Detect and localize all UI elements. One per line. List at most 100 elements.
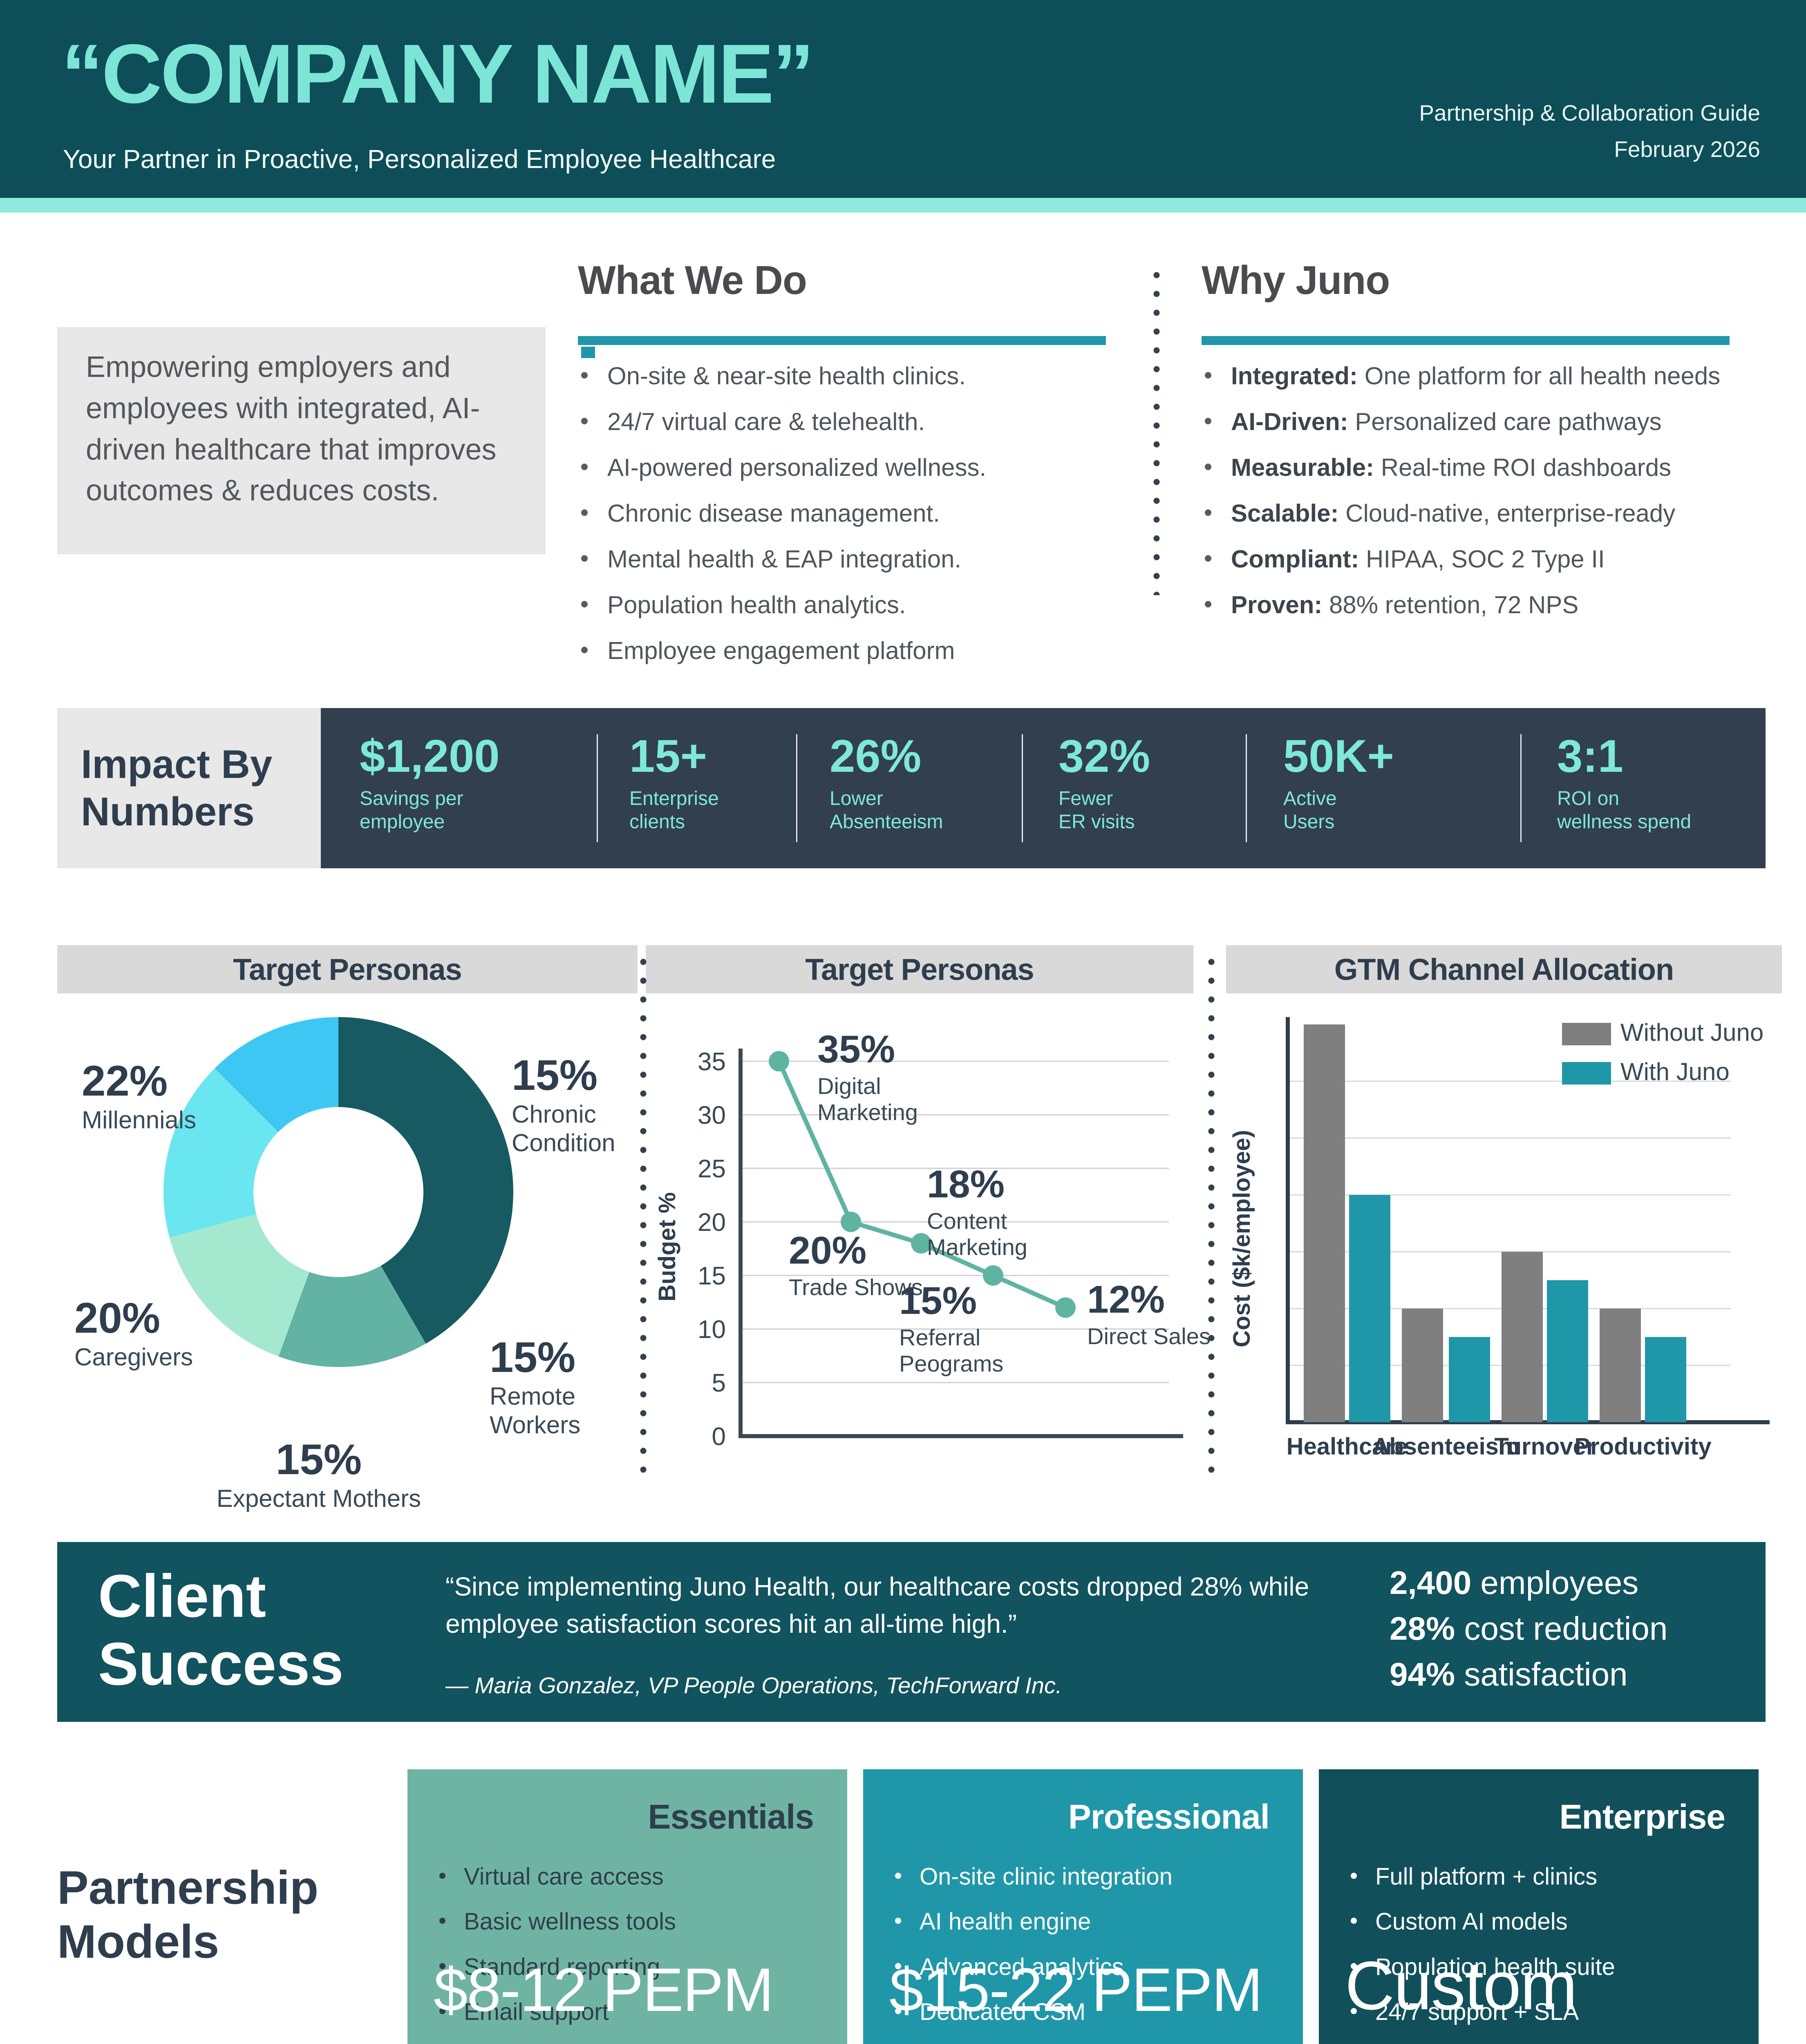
client-quote: “Since implementing Juno Health, our hea…	[445, 1572, 1309, 1638]
budget-line-chart: 0 5 10 15 20 25 30 35 Budget % 35% Digital Marketi…	[646, 993, 1211, 1488]
svg-text:25: 25	[698, 1155, 726, 1183]
svg-text:35: 35	[698, 1048, 726, 1076]
impact-stat: $1,200 Savings per employee	[360, 733, 500, 834]
list-item: 24/7 support + SLA	[1348, 1998, 1742, 2026]
stat-divider	[796, 734, 797, 842]
card-price: $8-12 PEPM	[434, 1955, 774, 2024]
stat-label: Savings per employee	[360, 788, 463, 833]
donut-slice-label: 15% Chronic Condition	[512, 1054, 651, 1157]
card-title: Enterprise	[1559, 1797, 1726, 1836]
list-item-lead: Scalable:	[1231, 500, 1339, 527]
card-title: Essentials	[648, 1797, 814, 1836]
point-annotation: 18% Content Marketing	[927, 1165, 1062, 1261]
donut-slice-label: 22% Millennials	[82, 1060, 221, 1134]
list-item: Basic wellness tools	[437, 1908, 831, 1936]
point-annotation: 15% Referral Peograms	[899, 1282, 1026, 1377]
why-juno-list: Integrated: One platform for all health …	[1202, 361, 1798, 636]
what-we-do-list: On-site & near-site health clinics. 24/7 …	[578, 361, 1126, 682]
list-item: Population health suite	[1348, 1953, 1742, 1981]
header-accent-strip	[0, 198, 1806, 213]
list-item: Integrated: One platform for all health …	[1202, 361, 1798, 391]
list-item: Full platform + clinics	[1348, 1863, 1742, 1891]
list-item: On-site clinic integration	[893, 1863, 1287, 1891]
stat-label: Active Users	[1283, 788, 1337, 833]
point-percent: 12%	[1087, 1278, 1165, 1321]
impact-by-numbers-label: Impact By Numbers	[57, 708, 321, 868]
client-stats: 2,400 employees 28% cost reduction 94% sat…	[1390, 1565, 1667, 1702]
donut-graphic	[163, 1017, 513, 1367]
slice-percent: 20%	[74, 1294, 161, 1342]
impact-stats-band: $1,200 Savings per employee 15+ Enterprise …	[321, 708, 1766, 868]
stat-value: 50K+	[1283, 731, 1394, 782]
list-item: Proven: 88% retention, 72 NPS	[1202, 590, 1798, 620]
svg-text:Productivity: Productivity	[1574, 1433, 1711, 1460]
dotted-divider	[640, 953, 647, 1484]
impact-stat: 15+ Enterprise clients	[629, 733, 719, 834]
card-price: Custom	[1345, 1947, 1578, 2024]
impact-stat: 26% Lower Absenteeism	[830, 733, 943, 834]
stat-value: $1,200	[360, 731, 500, 782]
list-item: Standard reporting	[437, 1953, 831, 1981]
stat-label: Fewer ER visits	[1059, 788, 1135, 833]
stat-label: Enterprise clients	[629, 788, 719, 833]
stat-value: 15+	[629, 731, 707, 782]
dotted-divider	[1208, 953, 1215, 1484]
point-name: Direct Sales	[1087, 1323, 1211, 1349]
slice-percent: 22%	[82, 1057, 168, 1105]
point-annotation: 35% Digital Marketing	[817, 1030, 956, 1126]
target-personas-donut-chart: 15% Chronic Condition 15% Remote Workers 15%…	[57, 993, 638, 1512]
list-item: 24/7 virtual care & telehealth.	[578, 407, 1126, 437]
why-juno-rule	[1202, 336, 1730, 345]
svg-text:20: 20	[698, 1208, 726, 1237]
stat-value: 3:1	[1557, 731, 1623, 782]
svg-text:30: 30	[698, 1101, 726, 1130]
card-feature-list: Full platform + clinics Custom AI models P…	[1319, 1837, 1759, 2026]
list-item-lead: AI-Driven:	[1231, 408, 1348, 435]
point-name: Content Marketing	[927, 1208, 1027, 1260]
svg-text:Without Juno: Without Juno	[1620, 1019, 1763, 1046]
client-stat: 28% cost reduction	[1390, 1610, 1668, 1647]
pricing-card-essentials: Essentials Virtual care access Basic welln…	[407, 1769, 847, 2044]
stat-divider	[597, 734, 598, 842]
impact-heading: Impact By Numbers	[81, 742, 273, 834]
list-item: Scalable: Cloud-native, enterprise-ready	[1202, 499, 1798, 528]
slice-name: Remote Workers	[490, 1383, 581, 1439]
list-item: AI health engine	[893, 1908, 1287, 1936]
mission-statement-text: Empowering employers and employees with …	[86, 351, 497, 507]
svg-text:Budget %: Budget %	[654, 1192, 680, 1301]
doc-title: Partnership & Collaboration Guide	[1419, 100, 1760, 126]
svg-text:Cost ($k/employee): Cost ($k/employee)	[1229, 1130, 1255, 1347]
client-quote-attribution: — Maria Gonzalez, VP People Operations, …	[445, 1672, 1062, 1698]
slice-percent: 15%	[275, 1436, 362, 1484]
list-item: Compliant: HIPAA, SOC 2 Type II	[1202, 545, 1798, 574]
impact-stat: 32% Fewer ER visits	[1059, 733, 1150, 834]
line-chart-title: Target Personas	[646, 945, 1193, 993]
why-juno-heading: Why Juno	[1202, 258, 1390, 303]
impact-stat: 50K+ Active Users	[1283, 733, 1394, 834]
svg-text:With Juno: With Juno	[1620, 1058, 1730, 1085]
point-name: Digital Marketing	[817, 1073, 918, 1125]
impact-stat: 3:1 ROI on wellness spend	[1557, 733, 1691, 834]
list-item: Virtual care access	[437, 1863, 831, 1891]
list-item: Dedicated CSM	[893, 1998, 1287, 2026]
point-name: Trade Shows	[789, 1274, 923, 1300]
stat-value: 26%	[830, 731, 922, 782]
donut-slice-label: 15% Expectant Mothers	[204, 1438, 433, 1513]
list-item: AI-Driven: Personalized care pathways	[1202, 407, 1798, 437]
list-item: Population health analytics.	[578, 590, 1126, 620]
point-annotation: 12% Direct Sales	[1087, 1280, 1263, 1349]
stat-label: ROI on wellness spend	[1557, 788, 1692, 833]
bar-chart-title: GTM Channel Allocation	[1226, 945, 1782, 993]
stat-value: 32%	[1059, 731, 1150, 782]
what-we-do-rule	[578, 336, 1106, 345]
donut-slice-label: 20% Caregivers	[74, 1297, 205, 1372]
list-item: Mental health & EAP integration.	[578, 545, 1126, 574]
header-doc-info: Partnership & Collaboration Guide Februa…	[1419, 95, 1760, 168]
donut-chart-title: Target Personas	[57, 945, 638, 993]
card-feature-list: Virtual care access Basic wellness tools S…	[407, 1837, 847, 2026]
point-percent: 18%	[927, 1163, 1005, 1206]
card-feature-list: On-site clinic integration AI health engi…	[863, 1837, 1303, 2026]
list-item-lead: Measurable:	[1231, 454, 1374, 481]
list-item: Advanced analytics	[893, 1953, 1287, 1981]
slice-name: Chronic Condition	[512, 1100, 615, 1156]
